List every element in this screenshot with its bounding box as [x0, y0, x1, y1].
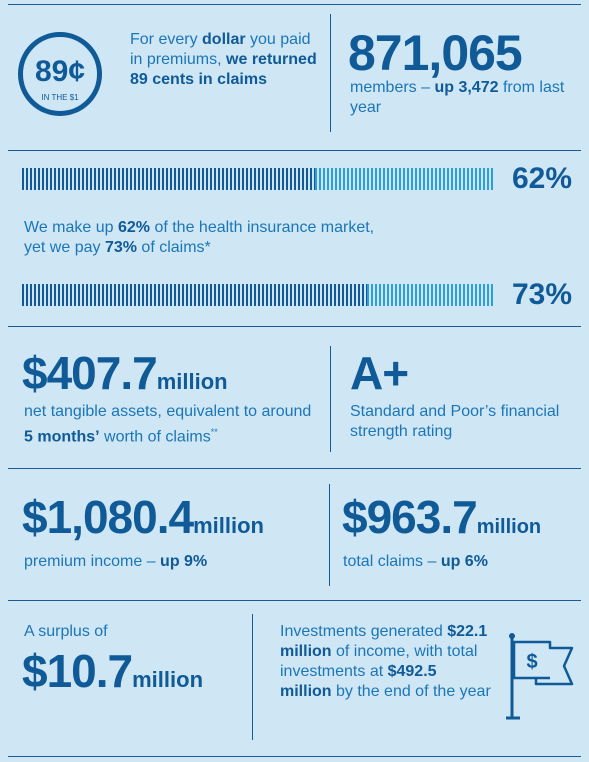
- market-share-pct: 62%: [512, 162, 573, 195]
- premium-unit: million: [193, 513, 264, 538]
- members-value: 871,065: [348, 25, 523, 81]
- divider-1: [8, 150, 581, 151]
- investments-text: Investments generated $22.1 million of i…: [280, 623, 491, 700]
- claims-heading: $963.7million: [342, 490, 541, 544]
- members-text: members – up 3,472 from last year: [350, 79, 565, 116]
- assets-unit: million: [156, 369, 228, 394]
- divider-2: [8, 326, 581, 327]
- claims-share-bar-rest: [367, 284, 494, 306]
- market-share-bar-rest: [315, 168, 494, 190]
- divider-4: [8, 600, 581, 601]
- dollar-text: For every dollar you paid in premiums, w…: [130, 31, 317, 88]
- dollar-flag-icon: $: [506, 633, 574, 720]
- svg-text:$: $: [526, 651, 537, 673]
- surplus-unit: million: [132, 667, 204, 692]
- market-share-bar-fill: [22, 168, 315, 190]
- premium-heading: $1,080.4million: [22, 490, 264, 544]
- divider-v-1: [330, 14, 331, 132]
- divider-v-4: [252, 614, 253, 740]
- assets-text: net tangible assets, equivalent to aroun…: [24, 403, 312, 446]
- surplus-heading: $10.7million: [22, 644, 203, 698]
- divider-v-3: [329, 484, 330, 586]
- divider-top: [8, 4, 581, 5]
- market-share-bar: [22, 168, 494, 190]
- divider-3: [8, 468, 581, 469]
- market-text: We make up 62% of the health insurance m…: [24, 219, 375, 256]
- claims-text: total claims – up 6%: [343, 553, 488, 570]
- claims-share-pct: 73%: [512, 278, 573, 311]
- cents-badge-value: 89¢: [34, 55, 86, 88]
- cents-badge: 89¢ IN THE $1: [18, 32, 102, 116]
- claims-value: $963.7: [342, 491, 478, 543]
- premium-value: $1,080.4: [22, 491, 194, 543]
- surplus-label: A surplus of: [24, 623, 108, 640]
- claims-share-bar: [22, 284, 494, 306]
- premium-text: premium income – up 9%: [24, 553, 208, 570]
- rating-value: A+: [350, 347, 409, 399]
- assets-heading: $407.7million: [22, 346, 228, 400]
- surplus-value: $10.7: [22, 645, 133, 697]
- divider-bottom: [8, 756, 581, 757]
- assets-value: $407.7: [22, 347, 158, 399]
- claims-share-bar-fill: [22, 284, 367, 306]
- divider-v-2: [330, 346, 331, 452]
- rating-text: Standard and Poor’s financial strength r…: [350, 403, 560, 440]
- cents-badge-sub: IN THE $1: [41, 93, 79, 102]
- claims-unit: million: [476, 516, 542, 538]
